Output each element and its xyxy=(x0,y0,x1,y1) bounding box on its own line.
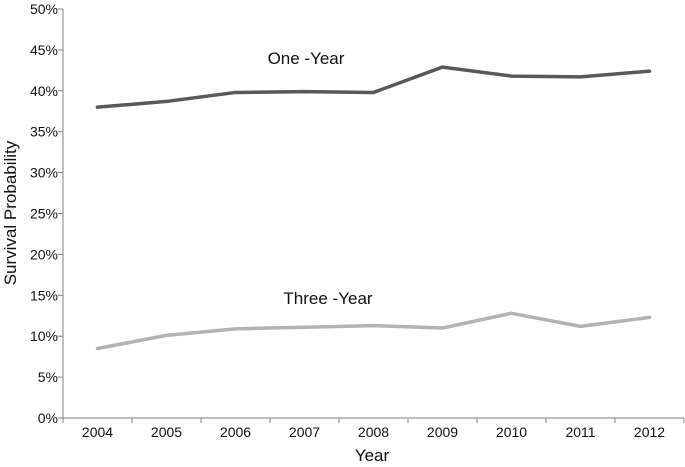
x-tick-label: 2005 xyxy=(151,424,182,440)
x-tick-label: 2007 xyxy=(289,424,320,440)
data-point xyxy=(509,74,514,78)
data-point xyxy=(95,346,100,351)
data-point xyxy=(164,333,169,337)
y-axis-title: Survival Probability xyxy=(1,140,20,285)
data-point xyxy=(440,65,445,69)
data-point xyxy=(578,324,583,328)
data-point xyxy=(371,90,376,95)
y-tick-label: 15% xyxy=(30,287,58,303)
y-tick-label: 20% xyxy=(30,246,58,262)
x-axis-ticks: 2004 2005 2006 2007 2008 2009 2010 2011 2012 xyxy=(62,418,685,440)
series-label-three-year: Three -Year xyxy=(283,289,372,308)
y-tick-label: 40% xyxy=(30,83,58,99)
y-tick-label: 25% xyxy=(30,206,58,222)
data-point xyxy=(578,75,583,79)
data-point xyxy=(647,315,652,319)
y-tick-label: 45% xyxy=(30,42,58,58)
x-tick-label: 2012 xyxy=(634,424,665,440)
series-line-0 xyxy=(95,65,652,109)
x-tick-label: 2006 xyxy=(220,424,251,440)
y-tick-label: 5% xyxy=(38,369,58,385)
data-point xyxy=(302,325,307,329)
x-tick-label: 2004 xyxy=(82,424,113,440)
x-tick-label: 2011 xyxy=(565,424,595,440)
x-tick-label: 2008 xyxy=(358,424,389,440)
data-point xyxy=(647,69,652,73)
y-tick-label: 50% xyxy=(30,1,58,17)
y-tick-label: 30% xyxy=(30,165,58,181)
data-point xyxy=(509,311,514,315)
data-point xyxy=(302,90,307,94)
x-tick-label: 2010 xyxy=(496,424,527,440)
y-tick-label: 10% xyxy=(30,328,58,344)
chart-series xyxy=(95,65,652,351)
data-point xyxy=(440,326,445,330)
series-label-one-year: One -Year xyxy=(268,49,345,68)
x-axis-title: Year xyxy=(355,446,390,465)
y-axis-ticks: 0% 5% 10% 15% 20% 25% 30% 35% 40% 45% 50% xyxy=(30,1,63,426)
data-point xyxy=(233,327,238,331)
data-point xyxy=(164,99,169,104)
x-tick-label: 2009 xyxy=(427,424,458,440)
series-line-1 xyxy=(95,311,652,351)
y-tick-label: 35% xyxy=(30,124,58,140)
data-point xyxy=(95,105,100,109)
data-point xyxy=(371,323,376,328)
chart-axes xyxy=(62,9,684,419)
y-tick-label: 0% xyxy=(38,410,58,426)
data-point xyxy=(233,90,238,95)
